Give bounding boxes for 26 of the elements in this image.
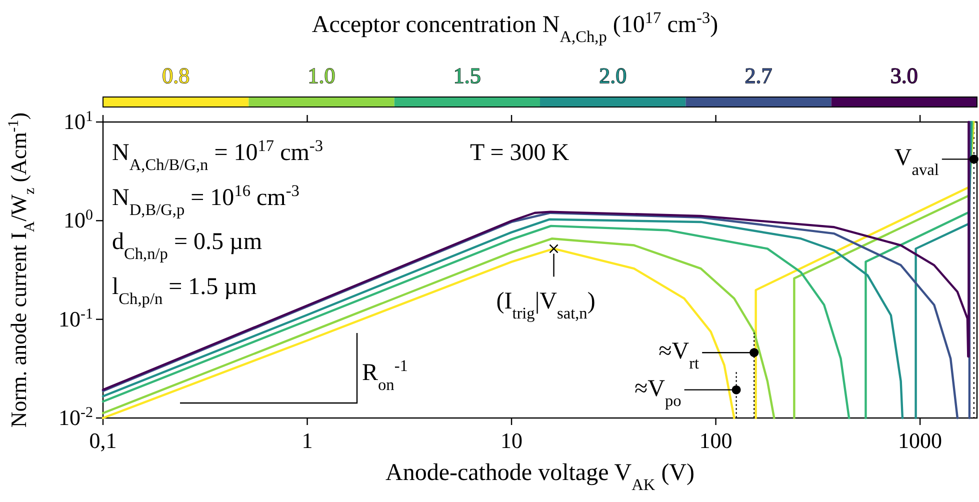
legend-title: Acceptor concentration N$_{A,Ch,p}$ (10$^{17}$ cm$^{-3}$) <box>312 8 718 46</box>
text: 2.0 <box>599 63 627 88</box>
text: 2.7 <box>744 63 772 88</box>
y-tick-label: 10$^{0}$ <box>64 208 93 233</box>
annotation: d$_{Ch,n/p}$ = 0.5 µm <box>112 229 262 262</box>
annotation: N$_{A,Ch/B/G,n}$ = 10$^{17}$ cm$^{-3}$ <box>112 136 323 174</box>
x-tick-label: 100 <box>699 428 732 453</box>
annotation: ≈V$_{rt}$ <box>658 338 700 372</box>
y-tick-label: 10$^{-2}$ <box>58 405 93 430</box>
text: 3.0 <box>890 63 918 88</box>
annotation: T = 300 K <box>470 140 570 166</box>
x-tick-label: 1000 <box>898 428 942 453</box>
text: 1.0 <box>308 63 336 88</box>
x-axis-title: Anode-cathode voltage V$_{AK}$ (V) <box>385 460 695 494</box>
annotation: ≈V$_{po}$ <box>634 376 682 410</box>
x-tick-label: 0,1 <box>89 428 117 453</box>
annotation: l$_{Ch,p/n}$ = 1.5 µm <box>112 274 258 308</box>
annotation: V$_{aval}$ <box>894 145 940 179</box>
text: 1.5 <box>453 63 481 88</box>
x-tick-label: 10 <box>500 428 523 453</box>
annotation: (I$_{trig}$|V$_{sat,n}$) <box>496 288 596 322</box>
annotation: N$_{D,B/G,p}$ = 10$^{16}$ cm$^{-3}$ <box>112 180 300 218</box>
y-tick-label: 10$^{-1}$ <box>58 306 93 332</box>
y-tick-label: 10$^{1}$ <box>64 109 93 134</box>
x-tick-label: 1 <box>302 428 313 453</box>
text: 0.8 <box>162 63 190 88</box>
